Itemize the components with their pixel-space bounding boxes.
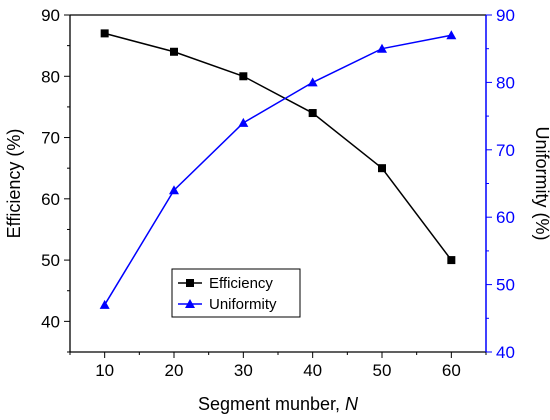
x-axis-title-variable: N — [345, 394, 359, 414]
x-tick-label: 40 — [303, 361, 322, 380]
efficiency-point — [308, 109, 317, 118]
x-tick-label: 20 — [165, 361, 184, 380]
uniformity-point — [377, 43, 387, 53]
legend-marker-efficiency — [186, 279, 194, 287]
efficiency-point — [170, 47, 178, 56]
x-axis-ticks: 10 20 30 40 50 60 — [69, 352, 487, 380]
uniformity-point — [99, 299, 110, 309]
x-tick-label: 10 — [95, 361, 114, 380]
legend-box — [171, 268, 301, 318]
uniformity-point — [238, 117, 249, 127]
x-tick-label: 30 — [234, 361, 253, 380]
legend-label-efficiency: Efficiency — [209, 275, 273, 292]
efficiency-point — [378, 164, 386, 173]
right-y-tick-label: 70 — [496, 141, 515, 160]
right-y-axis-ticks: 40 50 60 70 80 90 — [486, 6, 515, 362]
right-y-tick-label: 80 — [496, 73, 515, 92]
efficiency-point — [447, 256, 456, 265]
uniformity-point — [169, 185, 179, 195]
efficiency-line — [104, 32, 452, 261]
left-y-tick-label: 40 — [41, 312, 60, 331]
right-y-tick-label: 90 — [496, 6, 515, 25]
series-layer — [99, 29, 457, 309]
left-y-axis-title: Efficiency (%) — [4, 129, 24, 239]
uniformity-line — [104, 34, 452, 306]
left-y-tick-label: 60 — [41, 190, 60, 209]
left-y-tick-label: 50 — [41, 251, 60, 270]
right-y-axis-title: Uniformity (%) — [532, 126, 550, 240]
left-y-tick-label: 70 — [41, 129, 60, 148]
legend: Efficiency Uniformity — [171, 268, 301, 318]
uniformity-point — [307, 77, 318, 87]
efficiency-point — [100, 29, 109, 38]
x-tick-label: 50 — [373, 361, 392, 380]
uniformity-point — [446, 30, 457, 40]
left-y-tick-label: 80 — [41, 67, 60, 86]
left-y-axis-ticks: 40 50 60 70 80 90 — [41, 6, 70, 353]
right-y-tick-label: 60 — [496, 208, 515, 227]
left-y-tick-label: 90 — [41, 6, 60, 25]
x-axis-title-text: Segment munber, — [198, 394, 345, 414]
right-y-tick-label: 40 — [496, 343, 515, 362]
x-tick-label: 60 — [442, 361, 461, 380]
efficiency-point — [239, 72, 248, 81]
legend-marker-uniformity — [185, 299, 195, 308]
right-y-tick-label: 50 — [496, 276, 515, 295]
legend-item-uniformity: Uniformity — [178, 296, 277, 313]
legend-label-uniformity: Uniformity — [209, 296, 277, 313]
legend-item-efficiency: Efficiency — [178, 275, 273, 292]
x-axis-title: Segment munber, N — [198, 394, 359, 414]
